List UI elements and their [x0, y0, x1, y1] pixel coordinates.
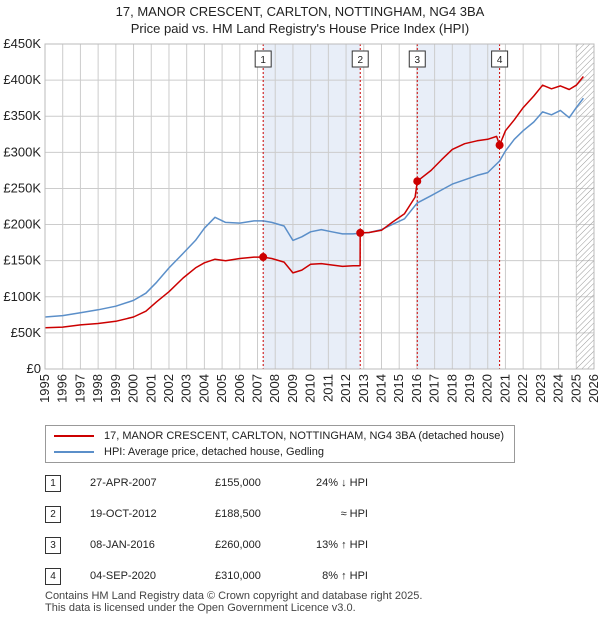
- transaction-price: £188,500: [215, 508, 261, 520]
- transaction-hpi: 8% ↑ HPI: [322, 570, 368, 582]
- legend-swatch-red: [54, 435, 94, 437]
- sale-marker-box: [491, 50, 509, 68]
- x-tick-label: 2019: [462, 374, 477, 403]
- hpi-line: [45, 97, 584, 318]
- y-tick-label: £50K: [11, 325, 42, 340]
- x-tick-label: 2013: [356, 374, 371, 403]
- x-tick-label: 1998: [90, 374, 105, 403]
- y-tick-label: £0: [27, 361, 41, 376]
- y-tick-label: £400K: [3, 72, 41, 87]
- x-tick-label: 2001: [143, 374, 158, 403]
- x-tick-label: 2014: [373, 374, 388, 403]
- sale-marker-box: [254, 50, 272, 68]
- sale-marker-box: [351, 50, 369, 68]
- sale-marker-label: 4: [497, 55, 503, 66]
- y-tick-label: £300K: [3, 144, 41, 159]
- footer-licence: This data is licensed under the Open Gov…: [45, 602, 356, 614]
- x-tick-label: 2026: [586, 374, 600, 403]
- transaction-number: 4: [45, 568, 61, 585]
- x-tick-label: 2025: [568, 374, 583, 403]
- property-price-line: [45, 76, 584, 329]
- transaction-price: £155,000: [215, 477, 261, 489]
- x-tick-label: 2011: [320, 374, 335, 402]
- x-tick-label: 2010: [303, 374, 318, 403]
- ownership-period-shade: [417, 44, 500, 369]
- price-chart: 1 2 3 4 £0 £50K £100K £150K £200K £250K £300K £350…: [3, 36, 600, 403]
- x-tick-label: 2021: [497, 374, 512, 403]
- x-tick-label: 2004: [196, 374, 211, 403]
- transaction-hpi: 24% ↓ HPI: [316, 477, 368, 489]
- sale-point: [356, 228, 365, 237]
- table-row: 4 04-SEP-2020 £310,000 8% ↑ HPI: [45, 568, 545, 588]
- sale-point: [259, 253, 268, 262]
- legend-swatch-blue: [54, 451, 94, 453]
- transaction-hpi: ≈ HPI: [340, 508, 368, 520]
- x-tick-label: 2006: [232, 374, 247, 403]
- transaction-price: £310,000: [215, 570, 261, 582]
- y-tick-label: £350K: [3, 108, 41, 123]
- x-tick-label: 1996: [55, 374, 70, 403]
- x-tick-label: 1995: [37, 374, 52, 403]
- sale-marker-label: 3: [414, 55, 420, 66]
- plot-frame: [44, 43, 595, 370]
- x-tick-label: 2005: [214, 374, 229, 403]
- sale-marker-box: [408, 50, 426, 68]
- footer-copyright: Contains HM Land Registry data © Crown c…: [45, 590, 423, 602]
- transaction-date: 08-JAN-2016: [90, 539, 155, 551]
- y-tick-label: £150K: [3, 253, 41, 268]
- y-tick-label: £100K: [3, 289, 41, 304]
- sale-marker-label: 1: [260, 55, 266, 66]
- x-tick-label: 2018: [444, 374, 459, 403]
- y-tick-label: £250K: [3, 180, 41, 195]
- sale-point: [495, 141, 504, 150]
- transaction-number: 2: [45, 506, 61, 523]
- x-tick-label: 2023: [533, 374, 548, 403]
- transaction-number: 3: [45, 537, 61, 554]
- y-tick-label: £450K: [3, 36, 41, 51]
- x-tick-label: 2016: [409, 374, 424, 403]
- future-hatch: [576, 44, 594, 369]
- x-tick-label: 2009: [285, 374, 300, 403]
- x-tick-label: 2022: [515, 374, 530, 403]
- transaction-number: 1: [45, 475, 61, 492]
- chart-title: 17, MANOR CRESCENT, CARLTON, NOTTINGHAM,…: [115, 4, 485, 19]
- x-tick-label: 2007: [250, 374, 265, 403]
- x-tick-label: 2003: [179, 374, 194, 403]
- x-tick-label: 2008: [267, 374, 282, 403]
- table-row: 1 27-APR-2007 £155,000 24% ↓ HPI: [45, 475, 545, 495]
- x-tick-label: 2024: [551, 374, 566, 403]
- sale-point: [413, 177, 422, 186]
- transaction-date: 04-SEP-2020: [90, 570, 157, 582]
- x-tick-label: 2017: [427, 374, 442, 403]
- legend-label-hpi: HPI: Average price, detached house, Gedl…: [104, 446, 324, 458]
- x-tick-label: 2015: [391, 374, 406, 403]
- transaction-price: £260,000: [215, 539, 261, 551]
- transaction-date: 27-APR-2007: [90, 477, 157, 489]
- legend-label-property: 17, MANOR CRESCENT, CARLTON, NOTTINGHAM,…: [104, 430, 504, 442]
- x-tick-label: 2012: [338, 374, 353, 403]
- legend: 17, MANOR CRESCENT, CARLTON, NOTTINGHAM,…: [45, 425, 515, 463]
- x-tick-label: 2000: [126, 374, 141, 403]
- transaction-date: 19-OCT-2012: [90, 508, 157, 520]
- x-tick-label: 2002: [161, 374, 176, 403]
- x-tick-label: 1999: [108, 374, 123, 403]
- legend-item-property: 17, MANOR CRESCENT, CARLTON, NOTTINGHAM,…: [54, 428, 504, 444]
- x-tick-label: 1997: [72, 374, 87, 403]
- legend-item-hpi: HPI: Average price, detached house, Gedl…: [54, 444, 324, 460]
- transaction-hpi: 13% ↑ HPI: [316, 539, 368, 551]
- y-tick-label: £200K: [3, 217, 41, 232]
- table-row: 2 19-OCT-2012 £188,500 ≈ HPI: [45, 506, 545, 526]
- table-row: 3 08-JAN-2016 £260,000 13% ↑ HPI: [45, 537, 545, 557]
- chart-subtitle: Price paid vs. HM Land Registry's House …: [130, 21, 470, 36]
- ownership-period-shade: [263, 44, 361, 369]
- x-tick-label: 2020: [480, 374, 495, 403]
- sale-marker-label: 2: [357, 55, 363, 66]
